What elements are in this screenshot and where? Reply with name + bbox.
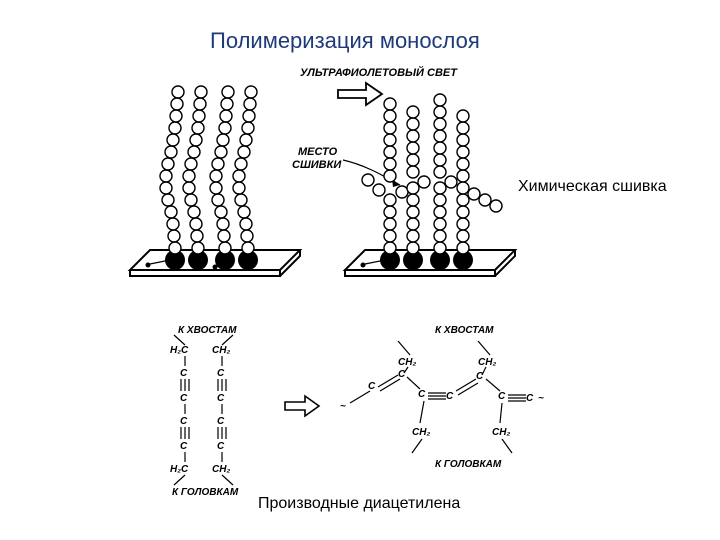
right-platform [345,94,515,276]
svg-text:C: C [398,369,406,380]
svg-text:C: C [498,391,506,402]
upper-diagram: УЛЬТРАФИОЛЕТОВЫЙ СВЕТ [120,60,640,310]
uv-label: УЛЬТРАФИОЛЕТОВЫЙ СВЕТ [300,66,458,79]
svg-text:C: C [180,368,188,379]
svg-text:CH₂: CH₂ [398,357,416,368]
crosslink-label-2: СШИВКИ [292,159,342,171]
heads-label: К ГОЛОВКАМ [172,487,239,498]
left-platform [130,86,300,276]
svg-text:C: C [217,368,225,379]
svg-text:C: C [217,441,225,452]
lower-chemistry: К ХВОСТАМ H₂C C C C C H₂C CH₂ C C C C [140,318,620,498]
svg-text:C: C [368,381,376,392]
svg-text:~: ~ [340,401,346,412]
svg-text:C: C [217,416,225,427]
svg-text:C: C [180,393,188,404]
svg-text:C: C [446,391,454,402]
chain-l2 [183,86,207,254]
svg-text:CH₂: CH₂ [212,464,230,475]
svg-text:C: C [180,441,188,452]
svg-text:C: C [418,389,426,400]
svg-text:H₂C: H₂C [170,464,189,475]
svg-text:CH₂: CH₂ [412,427,430,438]
chain-l1 [160,86,184,254]
heads-label-r: К ГОЛОВКАМ [435,459,502,470]
svg-text:CH₂: CH₂ [492,427,510,438]
chain-l3 [210,86,234,254]
svg-text:H₂C: H₂C [170,345,189,356]
svg-text:C: C [180,416,188,427]
svg-text:C: C [526,393,534,404]
svg-text:CH₂: CH₂ [478,357,496,368]
reaction-arrow [285,396,319,416]
tails-label: К ХВОСТАМ [178,325,237,336]
polymer-right: К ХВОСТАМ CH₂ CH₂ ~ C C C C C C C ~ [340,325,544,470]
chain-l4 [233,86,257,254]
page-title: Полимеризация монослоя [210,28,480,54]
svg-text:~: ~ [538,393,544,404]
crosslink-label-1: МЕСТО [298,146,338,158]
tails-label-r: К ХВОСТАМ [435,325,494,336]
monomer-left: К ХВОСТАМ H₂C C C C C H₂C CH₂ C C C C [170,325,239,498]
svg-text:CH₂: CH₂ [212,345,230,356]
svg-text:C: C [217,393,225,404]
uv-arrow [338,83,382,105]
